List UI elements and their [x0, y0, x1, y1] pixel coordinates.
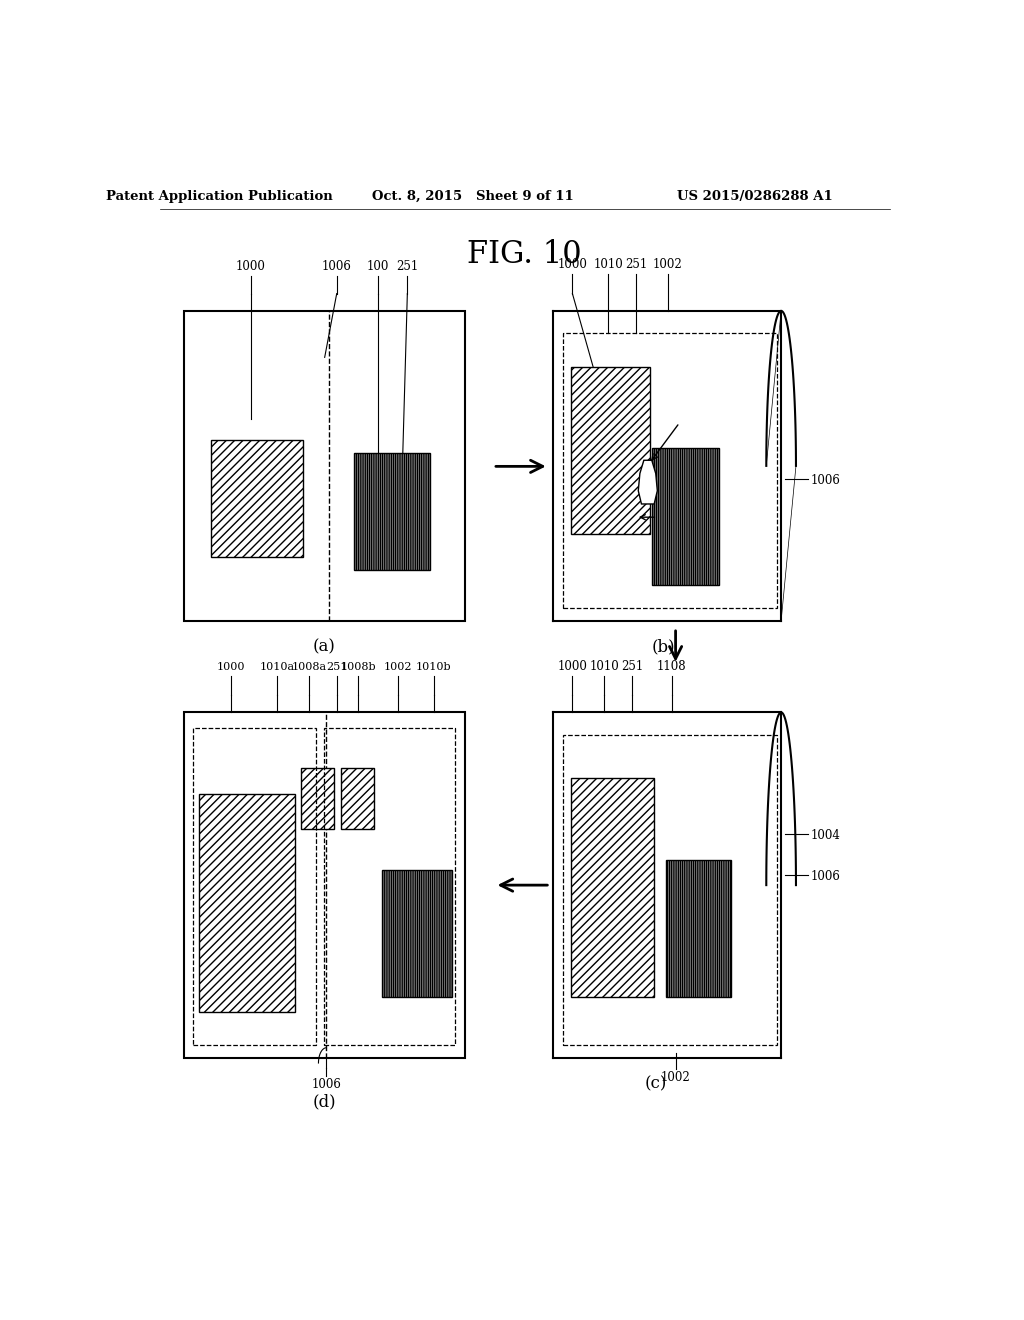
- Text: FIG. 10: FIG. 10: [468, 239, 582, 271]
- Text: (b): (b): [651, 639, 675, 655]
- Text: 1004: 1004: [811, 829, 841, 842]
- Bar: [570, 367, 650, 535]
- Text: (c): (c): [645, 1076, 667, 1093]
- Bar: [183, 312, 465, 620]
- Bar: [301, 768, 335, 829]
- Text: 1010b: 1010b: [416, 661, 452, 672]
- Text: 1006: 1006: [811, 474, 841, 487]
- Text: Oct. 8, 2015   Sheet 9 of 11: Oct. 8, 2015 Sheet 9 of 11: [373, 190, 574, 202]
- Polygon shape: [638, 461, 657, 504]
- Text: 1000: 1000: [237, 260, 266, 273]
- Bar: [200, 793, 295, 1012]
- Bar: [570, 779, 654, 997]
- Bar: [183, 713, 465, 1057]
- Text: 251: 251: [326, 661, 347, 672]
- Text: 251: 251: [621, 660, 643, 673]
- Bar: [341, 768, 374, 829]
- Text: 1010a: 1010a: [260, 661, 295, 672]
- Text: 1002: 1002: [652, 259, 683, 271]
- Text: (a): (a): [313, 639, 336, 655]
- Bar: [563, 333, 777, 607]
- Text: 251: 251: [396, 260, 419, 273]
- Text: 1010: 1010: [589, 660, 620, 673]
- Text: 100: 100: [367, 260, 389, 273]
- Bar: [382, 870, 452, 997]
- Text: 251: 251: [625, 259, 647, 271]
- Text: (d): (d): [312, 1094, 336, 1110]
- Text: 1002: 1002: [660, 1072, 690, 1084]
- Text: 1000: 1000: [557, 259, 588, 271]
- Text: 1008a: 1008a: [292, 661, 327, 672]
- Text: 1000: 1000: [217, 661, 246, 672]
- Bar: [211, 440, 303, 557]
- Bar: [324, 727, 455, 1044]
- Text: 1108: 1108: [656, 660, 686, 673]
- Text: Patent Application Publication: Patent Application Publication: [105, 190, 333, 202]
- Text: 1010: 1010: [593, 259, 623, 271]
- Bar: [354, 453, 430, 570]
- Text: 1000: 1000: [557, 660, 588, 673]
- Text: 1006: 1006: [311, 1078, 341, 1092]
- Bar: [563, 735, 777, 1044]
- Bar: [666, 859, 731, 997]
- Bar: [652, 447, 719, 585]
- Text: 1008b: 1008b: [340, 661, 376, 672]
- Text: 1006: 1006: [322, 260, 351, 273]
- Text: 1002: 1002: [384, 661, 412, 672]
- Text: US 2015/0286288 A1: US 2015/0286288 A1: [677, 190, 833, 202]
- Text: 1006: 1006: [811, 870, 841, 883]
- Bar: [194, 727, 316, 1044]
